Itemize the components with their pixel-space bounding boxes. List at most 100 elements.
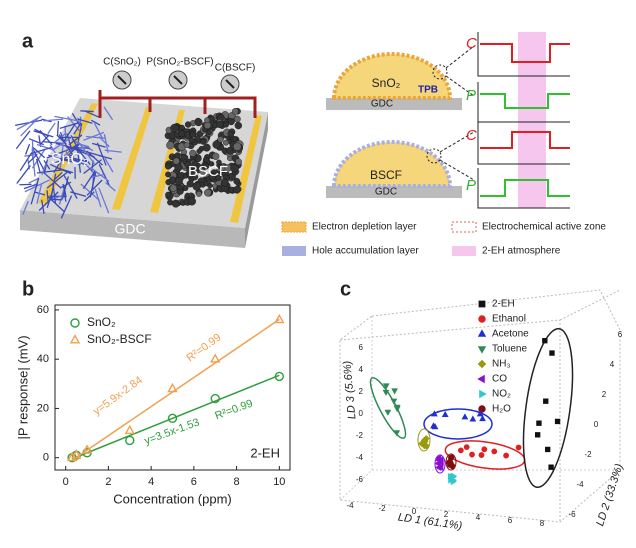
point-3d (469, 415, 477, 422)
schematic: SnO₂ GDC TPB BSCF GDC C P C P Electron d… (281, 32, 606, 257)
point-3d (542, 337, 548, 344)
plot-label: P (466, 87, 476, 104)
tick-label: 4 (359, 365, 364, 374)
point-3d (476, 410, 484, 417)
tick-label: 2 (359, 387, 364, 396)
fiber (84, 110, 100, 118)
tick-label: -2 (584, 450, 592, 459)
point-3d (549, 350, 555, 356)
fiber (77, 141, 95, 165)
grain (215, 175, 222, 182)
step-line (480, 131, 570, 149)
chart: 0 2 4 6 8 10 0 20 40 60 Concentration (ppm) |P resp… (15, 304, 291, 506)
plot-label: C (466, 127, 477, 144)
fiber (16, 165, 31, 184)
fit-equation: y=5.9x-2.84 (91, 374, 145, 418)
fiber (85, 135, 105, 139)
legend-marker (477, 359, 487, 369)
legend-text: H₂O (492, 404, 511, 415)
fiber (54, 115, 78, 122)
marker (210, 393, 220, 404)
grain (169, 184, 178, 192)
grain (188, 137, 195, 144)
fiber (50, 173, 57, 199)
point-3d (430, 410, 438, 417)
axis-label: LD 3 (5.6%) (341, 360, 358, 420)
point-3d (536, 420, 542, 426)
y-tick-label: 40 (37, 353, 49, 365)
fiber (54, 156, 75, 164)
grain (191, 160, 198, 167)
fiber (24, 143, 31, 155)
annotation: 2-EH (250, 445, 280, 460)
tick-label: 8 (540, 519, 545, 528)
point-3d (479, 415, 486, 422)
grain (202, 143, 211, 152)
grain (216, 159, 222, 166)
meter (220, 74, 240, 94)
tick-label: 0 (412, 507, 417, 516)
marker (81, 444, 93, 454)
electrode-stripe (112, 107, 152, 210)
fiber (46, 195, 65, 212)
x-tick-label: 0 (63, 476, 69, 488)
fiber (70, 191, 87, 197)
grain (189, 131, 196, 138)
fiber (60, 195, 73, 219)
legend-text: NO₂ (492, 389, 511, 400)
legend-swatch (452, 246, 476, 256)
tick-label: -6 (568, 510, 576, 519)
fiber (23, 183, 39, 190)
fiber (58, 134, 75, 158)
grain (171, 199, 180, 208)
point-3d (450, 478, 457, 486)
substrate (326, 98, 462, 110)
fiber (24, 179, 50, 193)
grain (231, 108, 239, 115)
x-tick-label: 6 (191, 476, 197, 488)
legend-text: Acetone (492, 329, 529, 340)
tick-label: 2 (602, 390, 607, 399)
point-3d (515, 444, 522, 451)
panel-label: a (22, 30, 34, 52)
meter-label: P(SnO₂-BSCF) (146, 57, 213, 68)
tick-label: 4 (476, 513, 481, 522)
y-tick-label: 20 (37, 402, 49, 414)
meter-label: C(BSCF) (215, 63, 256, 74)
point-3d (548, 464, 554, 470)
legend-marker (479, 389, 487, 399)
tick-label: -6 (356, 475, 364, 484)
point-3d (469, 451, 475, 458)
tick-label: -4 (356, 453, 364, 462)
x-axis-label: Concentration (ppm) (113, 491, 232, 506)
atmosphere-band (518, 32, 546, 208)
legend-marker (477, 374, 485, 384)
tick-label: 0 (359, 409, 364, 418)
slab-side (245, 112, 268, 248)
panel-label: b (22, 278, 34, 300)
x-tick-label: 4 (148, 476, 154, 488)
fiber (86, 150, 104, 166)
grain (165, 171, 171, 178)
marker (124, 424, 135, 435)
wire (98, 90, 257, 118)
point-3d (382, 389, 390, 396)
point-3d (447, 458, 453, 465)
fiber (73, 122, 82, 135)
fiber (53, 135, 74, 151)
fiber (43, 118, 64, 122)
fiber (15, 130, 31, 150)
tpb-label: TPB (418, 85, 438, 96)
grain (196, 148, 202, 154)
point-3d (420, 440, 428, 448)
grain (233, 115, 241, 123)
fiber (38, 135, 42, 147)
fiber (103, 106, 114, 121)
grain (233, 142, 242, 151)
grain (187, 197, 196, 206)
point-3d (441, 410, 449, 418)
grain (174, 152, 181, 159)
point-3d (457, 447, 464, 454)
fiber (43, 159, 49, 174)
